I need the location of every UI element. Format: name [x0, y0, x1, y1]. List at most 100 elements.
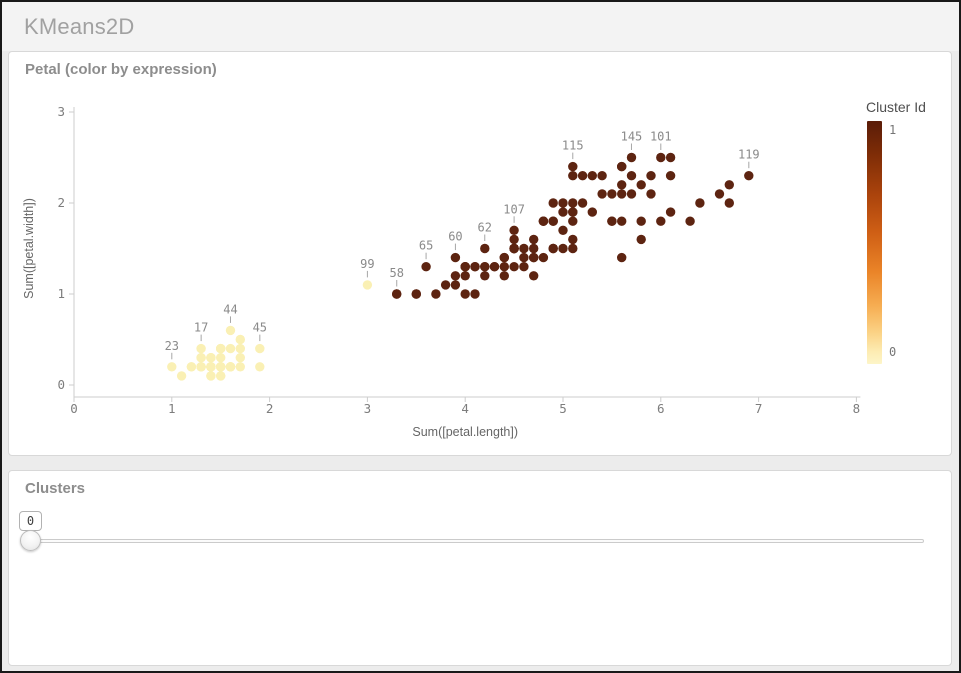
data-point[interactable] [499, 252, 509, 263]
data-point[interactable] [558, 198, 568, 208]
data-point[interactable] [607, 189, 617, 199]
data-point[interactable] [519, 252, 529, 263]
data-point[interactable] [470, 262, 480, 272]
data-point[interactable] [538, 216, 549, 226]
data-point[interactable] [568, 161, 578, 172]
data-point[interactable] [206, 362, 216, 372]
data-point[interactable] [235, 362, 245, 372]
data-point[interactable] [519, 243, 529, 254]
data-point[interactable] [626, 171, 637, 181]
data-point[interactable] [744, 171, 754, 181]
data-point[interactable] [235, 334, 245, 345]
data-point[interactable] [548, 243, 558, 254]
data-point[interactable] [568, 216, 578, 226]
data-point[interactable] [617, 252, 627, 263]
data-point[interactable] [577, 198, 588, 208]
data-point[interactable] [665, 207, 676, 217]
data-point[interactable] [646, 189, 656, 199]
data-point[interactable] [617, 216, 627, 226]
data-point[interactable] [656, 216, 666, 226]
data-point[interactable] [225, 362, 236, 372]
data-point[interactable] [714, 189, 725, 199]
data-point[interactable] [724, 180, 734, 190]
data-point[interactable] [519, 262, 529, 272]
data-point[interactable] [509, 262, 519, 272]
data-point[interactable] [235, 343, 245, 354]
data-point[interactable] [216, 343, 226, 354]
data-point[interactable] [235, 353, 245, 363]
data-point[interactable] [480, 262, 490, 272]
data-point[interactable] [597, 171, 607, 181]
data-point[interactable] [626, 152, 637, 163]
data-point[interactable] [450, 280, 461, 290]
data-point[interactable] [509, 234, 519, 245]
data-point[interactable] [225, 325, 236, 336]
data-point[interactable] [665, 152, 676, 163]
data-point[interactable] [568, 198, 578, 208]
data-point[interactable] [206, 353, 216, 363]
slider-track[interactable] [22, 539, 924, 543]
data-point[interactable] [568, 207, 578, 217]
data-point[interactable] [636, 180, 646, 190]
data-point[interactable] [529, 234, 539, 245]
data-point[interactable] [617, 180, 627, 190]
data-point[interactable] [196, 362, 206, 372]
data-point[interactable] [626, 189, 637, 199]
data-point[interactable] [597, 189, 607, 199]
data-point[interactable] [392, 289, 402, 299]
data-point[interactable] [695, 198, 705, 208]
data-point[interactable] [568, 234, 578, 245]
data-point[interactable] [509, 243, 519, 254]
data-point[interactable] [499, 271, 509, 281]
data-point[interactable] [548, 198, 558, 208]
data-point[interactable] [577, 171, 588, 181]
data-point[interactable] [216, 371, 226, 381]
data-point[interactable] [440, 280, 451, 290]
data-point[interactable] [617, 161, 627, 172]
data-point[interactable] [196, 343, 206, 354]
data-point[interactable] [460, 262, 470, 272]
data-point[interactable] [568, 243, 578, 254]
data-point[interactable] [529, 252, 539, 263]
data-point[interactable] [587, 171, 597, 181]
data-point[interactable] [470, 289, 480, 299]
data-point[interactable] [548, 216, 558, 226]
data-point[interactable] [489, 262, 500, 272]
data-point[interactable] [480, 243, 490, 254]
data-point[interactable] [665, 171, 676, 181]
data-point[interactable] [216, 362, 226, 372]
data-point[interactable] [225, 343, 236, 354]
data-point[interactable] [617, 189, 627, 199]
data-point[interactable] [460, 271, 470, 281]
data-point[interactable] [656, 152, 666, 163]
scatter-plot[interactable]: 0 1 2 3 4 5 6 7 80123Sum([petal.length])Sum([pet… [9, 52, 953, 455]
data-point[interactable] [558, 207, 568, 217]
data-point[interactable] [538, 252, 549, 263]
data-point[interactable] [460, 289, 470, 299]
data-point[interactable] [176, 371, 187, 381]
data-point[interactable] [558, 225, 568, 235]
data-point[interactable] [646, 171, 656, 181]
data-point[interactable] [558, 243, 568, 254]
data-point[interactable] [450, 252, 461, 263]
data-point[interactable] [685, 216, 695, 226]
data-point[interactable] [499, 262, 509, 272]
data-point[interactable] [587, 207, 597, 217]
data-point[interactable] [362, 280, 373, 290]
data-point[interactable] [431, 289, 441, 299]
data-point[interactable] [529, 271, 539, 281]
data-point[interactable] [167, 362, 177, 372]
data-point[interactable] [255, 362, 265, 372]
data-point[interactable] [607, 216, 617, 226]
data-point[interactable] [216, 353, 226, 363]
data-point[interactable] [206, 371, 216, 381]
data-point[interactable] [636, 234, 646, 245]
data-point[interactable] [636, 216, 646, 226]
slider-handle[interactable] [20, 530, 41, 551]
data-point[interactable] [196, 353, 206, 363]
data-point[interactable] [480, 271, 490, 281]
data-point[interactable] [255, 343, 265, 354]
data-point[interactable] [509, 225, 519, 235]
data-point[interactable] [411, 289, 421, 299]
data-point[interactable] [186, 362, 197, 372]
